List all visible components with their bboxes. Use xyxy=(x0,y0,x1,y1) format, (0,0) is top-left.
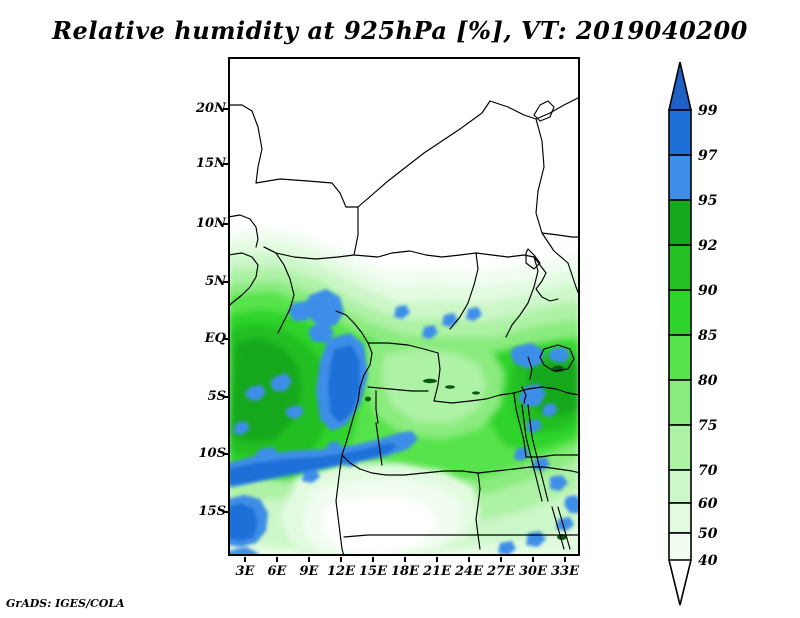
x-tick-label-6E: 6E xyxy=(267,564,287,579)
y-tick-label-5S: 5S xyxy=(207,389,226,404)
x-tick-label-12E: 12E xyxy=(327,564,355,579)
x-tick-mark xyxy=(468,557,470,562)
y-tick-label-20N: 20N xyxy=(196,101,226,116)
humidity-heatmap xyxy=(228,57,580,556)
grads-attribution: GrADS: IGES/COLA xyxy=(6,597,125,610)
x-tick-label-33E: 33E xyxy=(551,564,579,579)
page-title: Relative humidity at 925hPa [%], VT: 201… xyxy=(52,16,748,45)
colorbar-swatches xyxy=(668,62,692,560)
x-tick-mark xyxy=(436,557,438,562)
y-tick-label-EQ: EQ xyxy=(204,331,226,346)
colorbar-label-70: 70 xyxy=(698,463,718,479)
x-tick-mark xyxy=(500,557,502,562)
y-tick-mark xyxy=(223,338,228,340)
colorbar-label-40: 40 xyxy=(698,553,718,569)
x-tick-label-21E: 21E xyxy=(423,564,451,579)
y-tick-label-10S: 10S xyxy=(198,446,226,461)
x-tick-mark xyxy=(308,557,310,562)
colorbar-label-97: 97 xyxy=(698,148,718,164)
x-tick-mark xyxy=(244,557,246,562)
y-tick-mark xyxy=(223,396,228,398)
x-tick-mark xyxy=(564,557,566,562)
colorbar-label-50: 50 xyxy=(698,526,718,542)
y-tick-label-5N: 5N xyxy=(205,274,226,289)
y-tick-mark xyxy=(223,223,228,225)
colorbar[interactable] xyxy=(668,62,692,606)
colorbar-label-92: 92 xyxy=(698,238,718,254)
colorbar-label-99: 99 xyxy=(698,103,718,119)
x-tick-mark xyxy=(276,557,278,562)
colorbar-label-60: 60 xyxy=(698,496,718,512)
country-borders xyxy=(228,96,580,556)
y-tick-mark xyxy=(223,511,228,513)
colorbar-label-90: 90 xyxy=(698,283,718,299)
colorbar-label-95: 95 xyxy=(698,193,718,209)
colorbar-label-75: 75 xyxy=(698,418,718,434)
y-tick-label-10N: 10N xyxy=(196,216,226,231)
x-tick-mark xyxy=(340,557,342,562)
x-tick-label-18E: 18E xyxy=(391,564,419,579)
map-plot-area[interactable] xyxy=(228,57,580,556)
y-tick-mark xyxy=(223,281,228,283)
y-tick-mark xyxy=(223,163,228,165)
x-tick-mark xyxy=(372,557,374,562)
x-tick-mark xyxy=(404,557,406,562)
y-tick-mark xyxy=(223,453,228,455)
x-tick-label-15E: 15E xyxy=(359,564,387,579)
x-tick-label-27E: 27E xyxy=(487,564,515,579)
x-tick-label-24E: 24E xyxy=(455,564,483,579)
x-tick-label-3E: 3E xyxy=(235,564,255,579)
y-tick-label-15S: 15S xyxy=(198,504,226,519)
colorbar-underflow-arrow xyxy=(668,560,692,606)
y-tick-mark xyxy=(223,108,228,110)
x-tick-mark xyxy=(532,557,534,562)
colorbar-label-80: 80 xyxy=(698,373,718,389)
y-tick-label-15N: 15N xyxy=(196,156,226,171)
colorbar-label-85: 85 xyxy=(698,328,718,344)
x-tick-label-9E: 9E xyxy=(299,564,319,579)
x-tick-label-30E: 30E xyxy=(519,564,547,579)
